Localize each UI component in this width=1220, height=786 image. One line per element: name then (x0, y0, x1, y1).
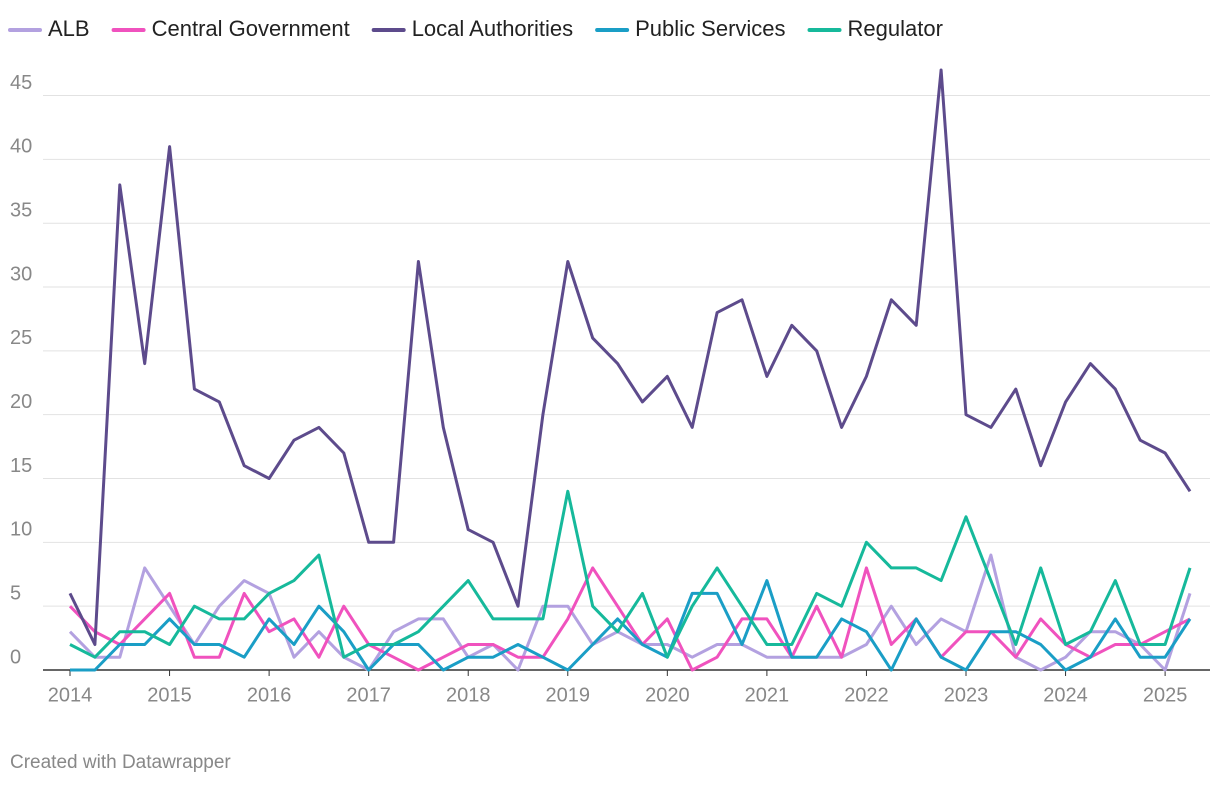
series-line (68, 566, 1191, 672)
x-tick-label: 2020 (645, 684, 690, 706)
x-tick-label: 2025 (1143, 684, 1188, 706)
y-tick-label: 20 (10, 391, 32, 413)
legend-label: Local Authorities (412, 16, 573, 41)
x-tick-label: 2019 (546, 684, 591, 706)
series-line (70, 579, 1192, 672)
y-tick-label: 5 (10, 582, 21, 604)
footer: Created with Datawrapper (10, 752, 231, 773)
x-tick-label: 2018 (446, 684, 491, 706)
series-line (68, 553, 1192, 672)
x-tick-label: 2024 (1043, 684, 1088, 706)
x-tick-label: 2016 (247, 684, 292, 706)
series-line (68, 68, 1192, 646)
series-line (69, 489, 1192, 659)
y-tick-label: 0 (10, 646, 21, 668)
y-tick-label: 15 (10, 455, 32, 477)
legend-label: Public Services (635, 16, 785, 41)
y-tick-label: 10 (10, 519, 32, 541)
x-tick-label: 2023 (944, 684, 989, 706)
legend-label: Regulator (848, 16, 943, 41)
legend-label: Central Government (152, 16, 350, 41)
x-tick-label: 2022 (844, 684, 889, 706)
y-tick-label: 35 (10, 199, 32, 221)
legend-label: ALB (48, 16, 90, 41)
y-tick-label: 30 (10, 263, 32, 285)
x-tick-label: 2015 (147, 684, 192, 706)
x-tick-label: 2014 (48, 684, 93, 706)
y-tick-label: 25 (10, 327, 32, 349)
x-tick-label: 2021 (745, 684, 790, 706)
y-tick-label: 40 (10, 136, 32, 158)
x-tick-label: 2017 (346, 684, 391, 706)
y-tick-label: 45 (10, 72, 32, 94)
